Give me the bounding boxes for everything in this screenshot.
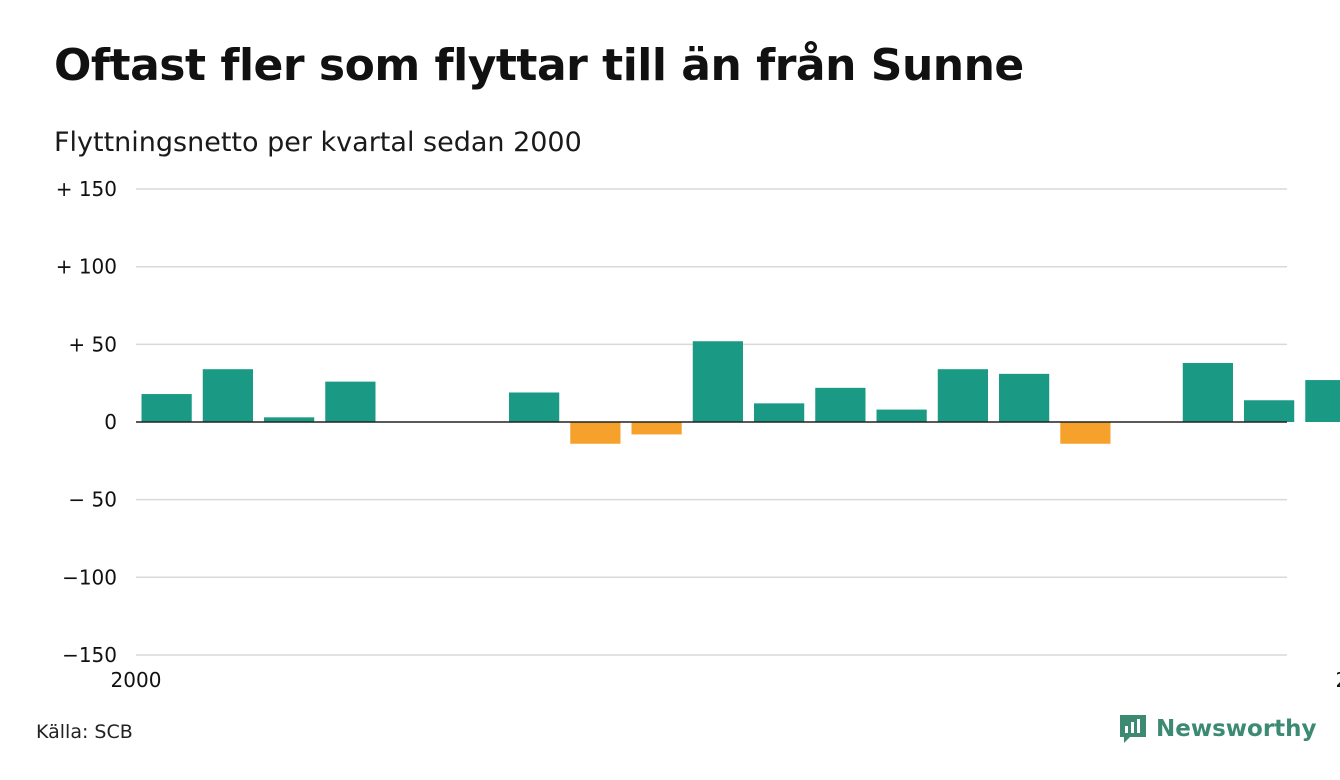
chart-subtitle: Flyttningsnetto per kvartal sedan 2000	[54, 127, 582, 158]
bar	[509, 392, 560, 422]
bar	[264, 417, 315, 422]
bar	[202, 369, 253, 422]
chart-logo-icon	[1120, 715, 1146, 743]
chart-title: Oftast fler som flyttar till än från Sun…	[54, 40, 1024, 91]
bar-chart: + 150+ 100+ 500− 50−100−1502000200520102…	[56, 177, 1340, 692]
bar	[631, 422, 682, 435]
x-tick-label: 2005	[1336, 668, 1340, 692]
bar	[570, 422, 621, 444]
bar	[141, 394, 192, 422]
bar	[876, 409, 927, 422]
brand-logo[interactable]: Newsworthy	[1118, 712, 1317, 746]
bar	[1182, 362, 1233, 422]
y-tick-label: −150	[62, 643, 117, 667]
bar	[1060, 422, 1111, 444]
bar	[692, 341, 743, 422]
bar	[999, 373, 1050, 422]
bar	[325, 381, 376, 422]
source-note: Källa: SCB	[36, 721, 133, 743]
bar	[1244, 400, 1295, 422]
y-tick-label: −100	[62, 565, 117, 589]
x-tick-label: 2000	[111, 668, 162, 692]
y-tick-label: − 50	[68, 488, 117, 512]
bar	[754, 403, 805, 422]
y-tick-label: + 50	[68, 332, 117, 356]
y-tick-label: 0	[104, 410, 117, 434]
bar	[1305, 380, 1340, 422]
y-tick-label: + 100	[56, 255, 117, 279]
y-tick-label: + 150	[56, 177, 117, 201]
bar	[937, 369, 988, 422]
bar	[815, 387, 866, 422]
brand-name: Newsworthy	[1156, 716, 1317, 742]
